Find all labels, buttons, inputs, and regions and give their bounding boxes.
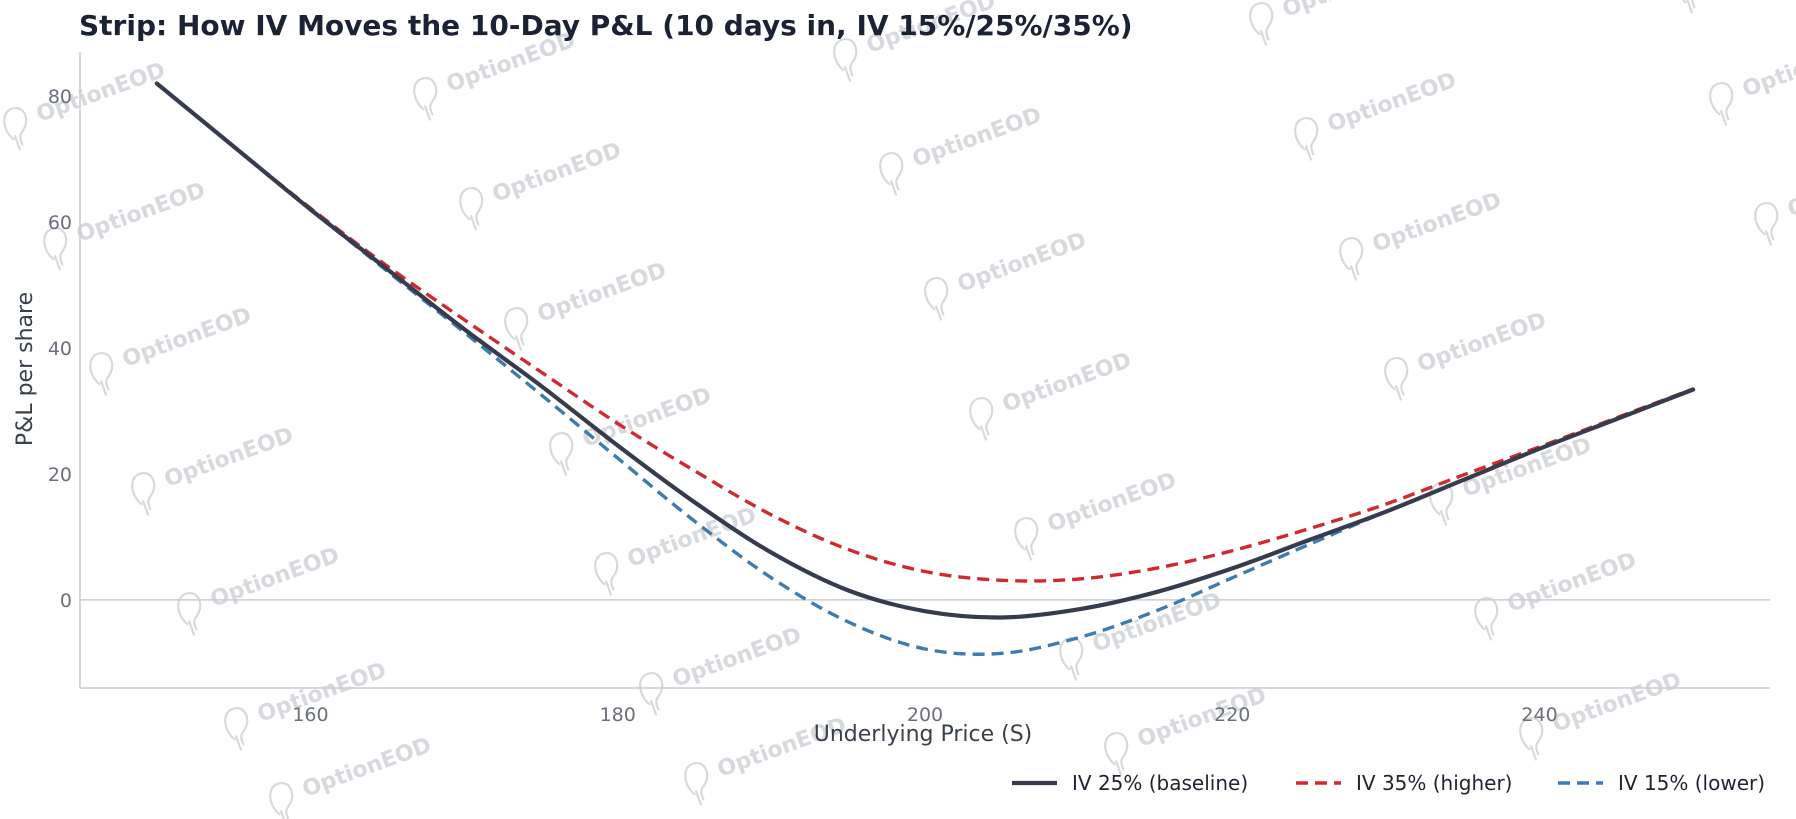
svg-text:OptionEOD: OptionEOD <box>669 623 805 693</box>
legend-label: IV 15% (lower) <box>1618 771 1765 795</box>
svg-text:OptionEOD: OptionEOD <box>207 543 343 613</box>
watermark: OptionEOD <box>3 58 169 151</box>
watermark: OptionEOD <box>1104 683 1270 776</box>
legend: IV 25% (baseline) IV 35% (higher) IV 15% (… <box>1012 771 1765 795</box>
svg-text:OptionEOD: OptionEOD <box>534 258 670 328</box>
axes: 160 180 200 220 240 0 20 40 60 80 <box>48 52 1770 726</box>
watermark: OptionEOD <box>1294 68 1460 161</box>
watermark: OptionEOD <box>89 303 255 396</box>
series-line-iv-35-higher <box>155 82 1694 583</box>
watermark: OptionEOD <box>639 623 805 716</box>
svg-text:OptionEOD: OptionEOD <box>119 303 255 373</box>
watermark: OptionEOD <box>594 503 760 596</box>
svg-text:OptionEOD: OptionEOD <box>1324 68 1460 138</box>
svg-text:OptionEOD: OptionEOD <box>1549 668 1685 738</box>
x-tick-label: 240 <box>1521 704 1557 726</box>
svg-text:OptionEOD: OptionEOD <box>624 503 760 573</box>
legend-label: IV 25% (baseline) <box>1072 771 1248 795</box>
svg-text:OptionEOD: OptionEOD <box>73 178 209 248</box>
watermark: OptionEOD <box>131 423 297 516</box>
svg-text:OptionEOD: OptionEOD <box>489 138 625 208</box>
x-tick-label: 160 <box>292 704 328 726</box>
svg-text:OptionEOD: OptionEOD <box>999 348 1135 418</box>
watermark: OptionEOD <box>1675 0 1700 14</box>
svg-text:OptionEOD: OptionEOD <box>1044 468 1180 538</box>
svg-text:OptionEOD: OptionEOD <box>1784 153 1796 223</box>
y-tick-label: 60 <box>48 212 72 234</box>
svg-text:OptionEOD: OptionEOD <box>1414 308 1550 378</box>
svg-text:OptionEOD: OptionEOD <box>1369 188 1505 258</box>
y-tick-label: 80 <box>48 86 72 108</box>
legend-item: IV 35% (higher) <box>1296 771 1512 795</box>
watermark: OptionEOD <box>177 543 343 636</box>
y-tick-label: 20 <box>48 464 72 486</box>
y-tick-label: 0 <box>60 590 72 612</box>
legend-item: IV 25% (baseline) <box>1012 771 1248 795</box>
svg-text:OptionEOD: OptionEOD <box>1089 588 1225 658</box>
x-tick-label: 180 <box>600 704 636 726</box>
watermark: OptionEOD <box>924 228 1090 321</box>
watermark: OptionEOD <box>879 103 1045 196</box>
watermark: OptionEOD <box>969 348 1135 441</box>
legend-label: IV 35% (higher) <box>1356 771 1512 795</box>
svg-text:OptionEOD: OptionEOD <box>161 423 297 493</box>
svg-text:OptionEOD: OptionEOD <box>1504 548 1640 618</box>
series-layer <box>154 81 1696 656</box>
watermark: OptionEOD <box>1339 188 1505 281</box>
watermark: OptionEOD <box>504 258 670 351</box>
svg-text:OptionEOD: OptionEOD <box>579 383 715 453</box>
watermark: OptionEOD <box>269 733 435 819</box>
x-axis-label: Underlying Price (S) <box>814 722 1033 747</box>
legend-item: IV 15% (lower) <box>1558 771 1765 795</box>
svg-text:OptionEOD: OptionEOD <box>909 103 1045 173</box>
chart-title: Strip: How IV Moves the 10-Day P&L (10 d… <box>79 9 1133 42</box>
y-tick-label: 40 <box>48 338 72 360</box>
watermark: OptionEOD <box>1249 0 1415 46</box>
watermark: OptionEOD <box>1014 468 1180 561</box>
watermark: OptionEOD <box>1429 433 1595 526</box>
watermark: OptionEOD <box>459 138 625 231</box>
svg-text:OptionEOD: OptionEOD <box>1279 0 1415 23</box>
svg-text:OptionEOD: OptionEOD <box>299 733 435 803</box>
watermark: OptionEOD <box>1709 33 1796 126</box>
svg-text:OptionEOD: OptionEOD <box>954 228 1090 298</box>
watermark: OptionEOD <box>1754 153 1796 246</box>
x-tick-label: 200 <box>907 704 943 726</box>
watermark: OptionEOD <box>1474 548 1640 641</box>
x-tick-label: 220 <box>1214 704 1250 726</box>
y-axis-label: P&L per share <box>13 292 38 446</box>
svg-text:OptionEOD: OptionEOD <box>1739 33 1796 103</box>
watermark: OptionEOD <box>1384 308 1550 401</box>
series-line-iv-25-baseline <box>154 81 1696 620</box>
